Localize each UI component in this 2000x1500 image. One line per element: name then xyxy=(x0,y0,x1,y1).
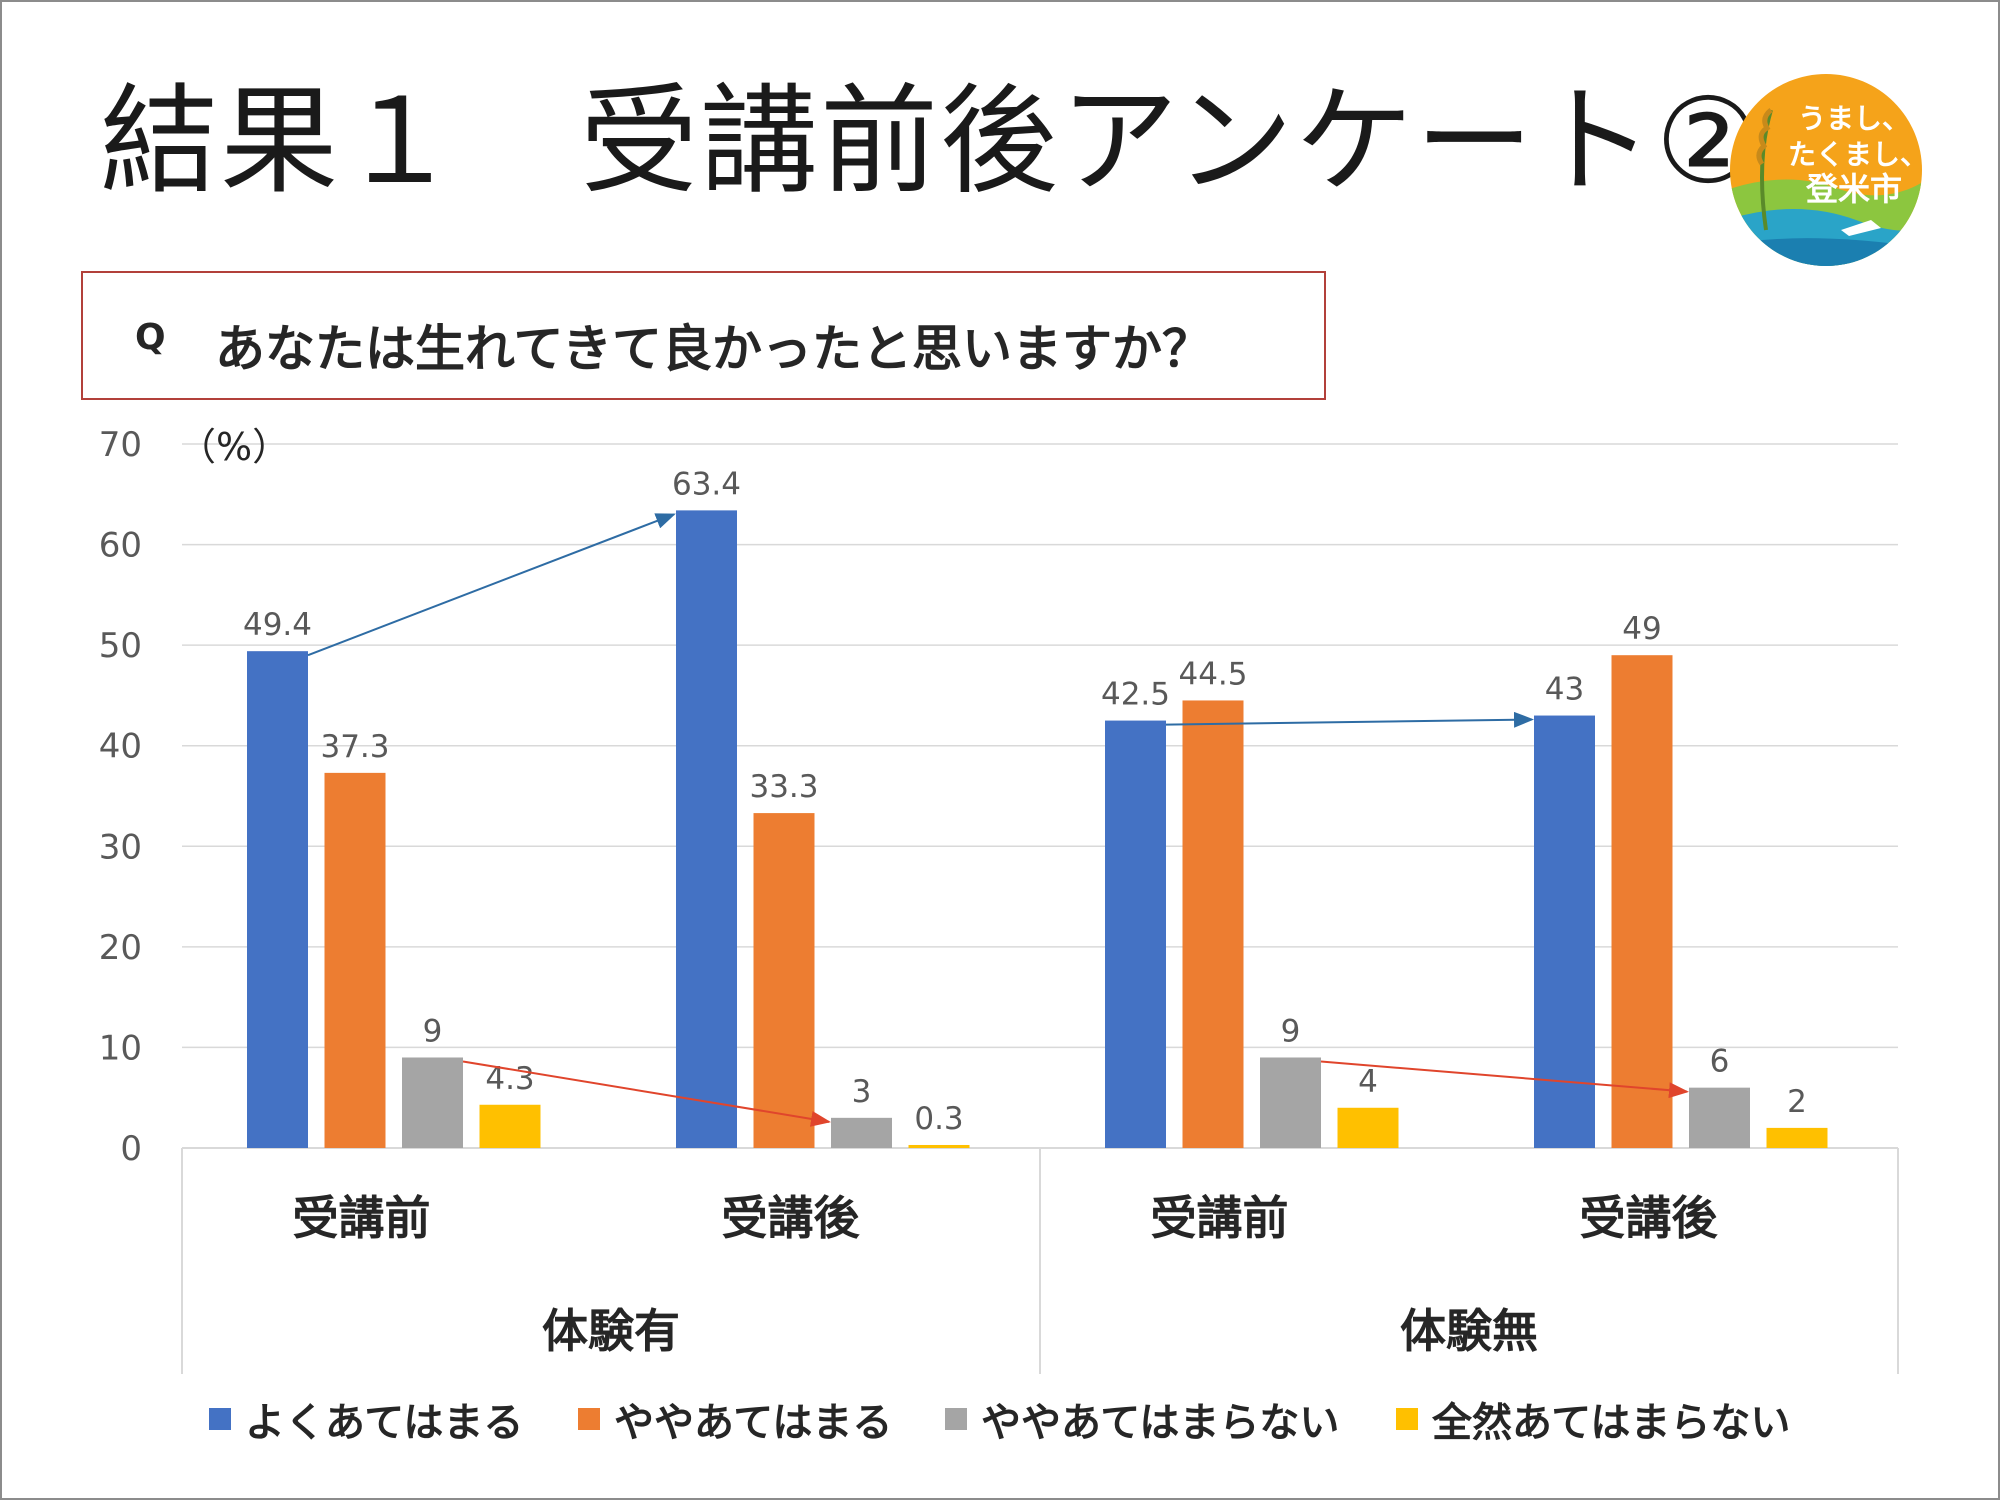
category-label: 受講前 xyxy=(1151,1191,1289,1245)
group-label: 体験無 xyxy=(1400,1304,1538,1358)
category-label: 受講後 xyxy=(1580,1191,1719,1245)
y-tick-label: 30 xyxy=(99,827,142,867)
increase-arrow xyxy=(1165,711,1534,728)
data-label: 9 xyxy=(1281,1013,1301,1049)
y-tick-label: 50 xyxy=(99,626,142,666)
data-label: 2 xyxy=(1787,1084,1807,1120)
legend-swatch-blue xyxy=(209,1408,231,1430)
legend-label: 全然あてはまらない xyxy=(1432,1400,1791,1446)
legend-label: よくあてはまる xyxy=(245,1400,524,1446)
bar xyxy=(676,510,737,1148)
data-label: 37.3 xyxy=(320,729,389,765)
data-label: 3 xyxy=(852,1074,872,1110)
bar xyxy=(247,651,308,1148)
city-logo-icon: うまし、 たくまし、 登米市 xyxy=(1730,74,1926,266)
legend-item-very: よくあてはまる xyxy=(209,1394,523,1446)
bar xyxy=(908,1144,970,1148)
bar xyxy=(831,1117,892,1148)
legend-item-not-at-all: 全然あてはまらない xyxy=(1396,1394,1790,1446)
bar xyxy=(753,813,815,1148)
decrease-arrow xyxy=(1320,1060,1689,1099)
data-label: 43 xyxy=(1545,672,1584,708)
y-tick-label: 10 xyxy=(99,1028,142,1068)
legend-label: ややあてはまらない xyxy=(981,1400,1340,1446)
legend-swatch-yellow xyxy=(1396,1408,1418,1430)
question-text: あなたは生れてきて良かったと思いますか？ xyxy=(215,320,1212,378)
data-label: 42.5 xyxy=(1101,677,1170,713)
data-label: 33.3 xyxy=(749,769,818,805)
page-title: 結果１ 受講前後アンケート② xyxy=(100,72,1764,210)
data-label: 63.4 xyxy=(672,466,741,502)
y-tick-label: 40 xyxy=(99,727,142,767)
legend-item-somewhat: ややあてはまる xyxy=(578,1394,892,1446)
y-tick-label: 0 xyxy=(120,1129,142,1169)
category-label: 受講後 xyxy=(722,1191,861,1245)
bar xyxy=(479,1104,541,1148)
data-label: 6 xyxy=(1710,1044,1730,1080)
data-label: 9 xyxy=(423,1013,443,1049)
bar xyxy=(1182,700,1244,1148)
bar xyxy=(1766,1127,1828,1148)
bar xyxy=(1337,1107,1399,1148)
y-tick-label: 20 xyxy=(99,928,142,968)
bar xyxy=(1534,715,1595,1148)
category-label: 受講前 xyxy=(293,1191,431,1245)
question-prefix: Q xyxy=(135,317,166,358)
bar xyxy=(1611,655,1673,1148)
bar xyxy=(402,1057,463,1148)
data-label: 49.4 xyxy=(243,607,312,643)
question-box: Q あなたは生れてきて良かったと思いますか？ xyxy=(81,271,1326,400)
legend-label: ややあてはまる xyxy=(614,1400,893,1446)
logo-text-line3: 登米市 xyxy=(1805,170,1902,208)
data-label: 49 xyxy=(1622,611,1661,647)
y-tick-label: 60 xyxy=(99,526,142,566)
legend-swatch-orange xyxy=(578,1408,600,1430)
logo-text-line1: うまし、 xyxy=(1798,102,1910,135)
legend-item-somewhat-not: ややあてはまらない xyxy=(945,1394,1339,1446)
group-label: 体験有 xyxy=(542,1304,680,1358)
y-axis-unit-label: （%） xyxy=(178,425,290,469)
increase-arrow xyxy=(307,513,676,657)
bar xyxy=(1689,1087,1750,1148)
legend-swatch-gray xyxy=(945,1408,967,1430)
data-label: 4 xyxy=(1358,1064,1378,1100)
y-tick-label: 70 xyxy=(99,425,142,465)
data-label: 0.3 xyxy=(914,1101,963,1137)
bar xyxy=(1105,720,1166,1148)
data-label: 44.5 xyxy=(1178,656,1247,692)
bar xyxy=(1260,1057,1321,1148)
bar xyxy=(324,772,386,1148)
decrease-arrow xyxy=(462,1060,831,1127)
logo-text-line2: たくまし、 xyxy=(1788,138,1926,171)
